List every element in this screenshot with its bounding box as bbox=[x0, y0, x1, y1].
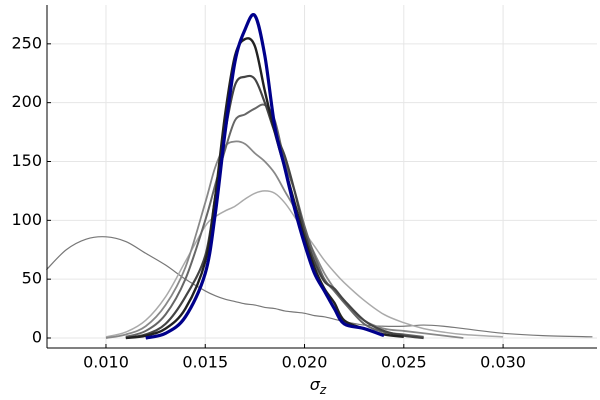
grid bbox=[47, 5, 597, 348]
y-tick-label: 250 bbox=[11, 33, 42, 52]
y-tick-label: 150 bbox=[11, 151, 42, 170]
x-label-subscript: z bbox=[319, 383, 327, 397]
x-tick-label: 0.030 bbox=[480, 353, 526, 372]
x-axis-label: σz bbox=[310, 375, 327, 397]
plot-area bbox=[45, 13, 593, 340]
x-label-symbol: σ bbox=[310, 375, 321, 394]
y-tick-label: 50 bbox=[22, 269, 42, 288]
density-line bbox=[105, 140, 464, 339]
x-tick-label: 0.025 bbox=[381, 353, 427, 372]
x-tick-label: 0.010 bbox=[83, 353, 129, 372]
density-line bbox=[125, 37, 404, 340]
y-tick-label: 200 bbox=[11, 92, 42, 111]
y-tick-label: 0 bbox=[32, 327, 42, 346]
x-tick-label: 0.020 bbox=[282, 353, 328, 372]
density-line bbox=[45, 236, 593, 338]
x-tick-label: 0.015 bbox=[182, 353, 228, 372]
density-line bbox=[145, 13, 385, 340]
y-tick-label: 100 bbox=[11, 210, 42, 229]
